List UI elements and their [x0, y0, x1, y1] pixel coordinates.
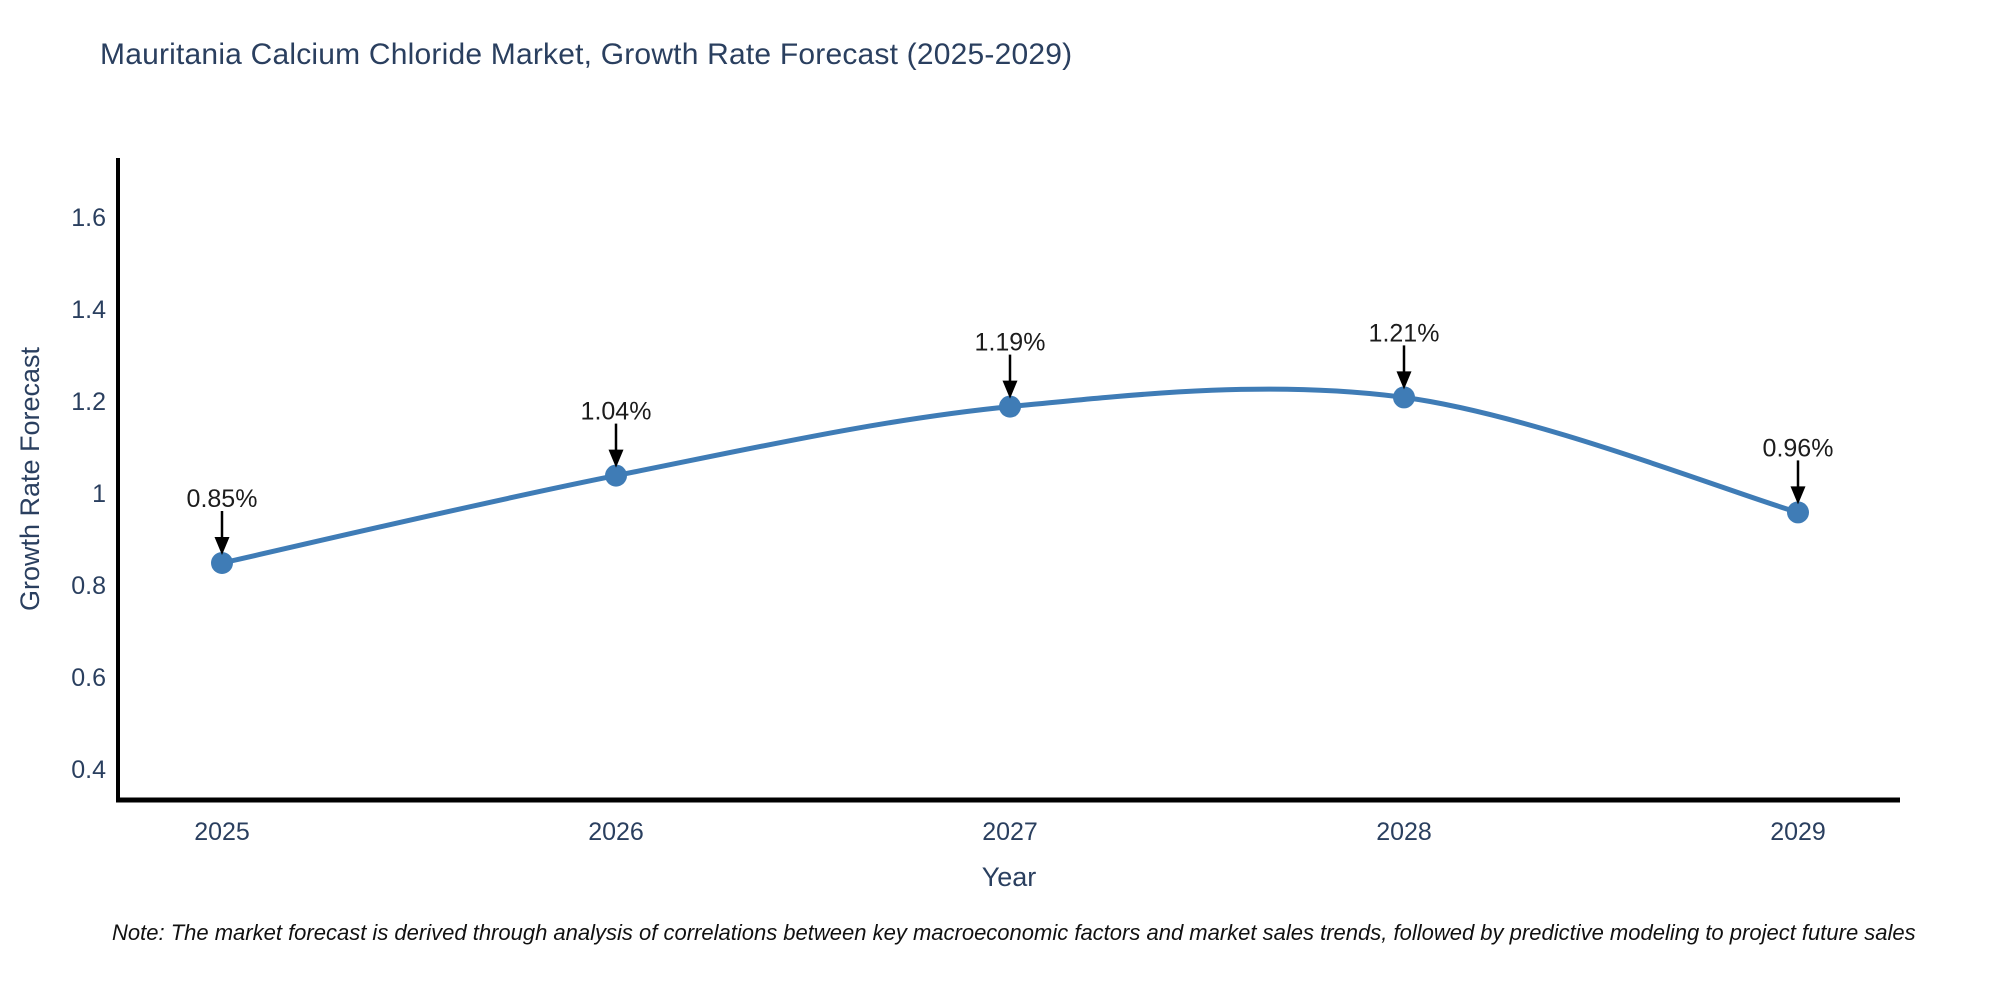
data-point-marker: [605, 464, 627, 487]
y-axis-title: Growth Rate Forecast: [15, 346, 45, 611]
y-tick-label: 1.4: [71, 296, 106, 324]
chart-title: Mauritania Calcium Chloride Market, Grow…: [100, 38, 1073, 71]
y-tick-label: 1.2: [71, 388, 106, 416]
x-axis-title: Year: [982, 862, 1037, 892]
annotation-arrowhead: [1002, 380, 1018, 399]
x-tick-label: 2029: [1770, 818, 1826, 846]
x-tick-label: 2027: [982, 818, 1038, 846]
annotation-arrowhead: [1790, 486, 1806, 505]
y-tick-label: 0.4: [71, 756, 106, 784]
footnote-text: Note: The market forecast is derived thr…: [112, 920, 1916, 945]
data-point-marker: [999, 395, 1021, 418]
annotation-arrowhead: [1396, 371, 1412, 390]
annotation-label: 0.96%: [1763, 434, 1834, 462]
x-tick-label: 2026: [588, 818, 644, 846]
annotation-arrowhead: [608, 449, 624, 468]
y-tick-label: 1.6: [71, 204, 106, 232]
x-tick-label: 2025: [194, 818, 250, 846]
annotation-label: 1.21%: [1369, 319, 1440, 347]
data-point-marker: [1787, 501, 1809, 524]
data-point-marker: [211, 552, 233, 574]
x-tick-label: 2028: [1376, 818, 1432, 846]
annotation-label: 1.04%: [581, 398, 652, 426]
y-tick-label: 1: [92, 480, 106, 508]
annotation-arrowhead: [214, 537, 230, 555]
y-tick-label: 0.6: [71, 664, 106, 692]
y-tick-label: 0.8: [71, 572, 106, 600]
annotation-label: 1.19%: [975, 329, 1046, 357]
annotation-label: 0.85%: [187, 485, 258, 513]
data-point-marker: [1393, 386, 1415, 409]
